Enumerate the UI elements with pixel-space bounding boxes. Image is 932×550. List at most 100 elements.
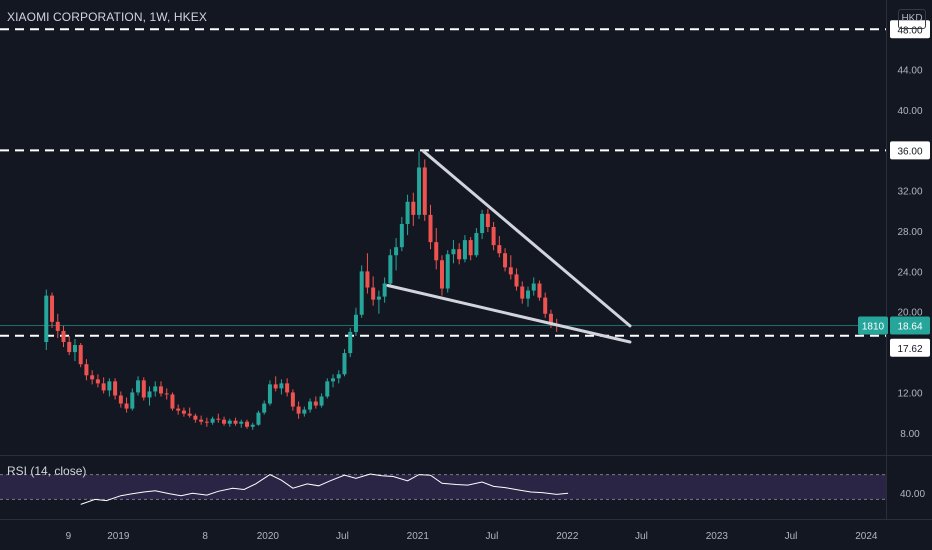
candle-body <box>359 271 364 315</box>
candle-body <box>348 331 353 354</box>
level-marker-label: 17.62 <box>897 344 922 355</box>
candle-body <box>503 253 508 268</box>
candle-body <box>153 386 158 392</box>
candle-body <box>90 375 95 380</box>
candle-body <box>124 403 129 409</box>
candle-body <box>279 383 284 389</box>
price-axis-tick-label: 44.00 <box>897 66 922 77</box>
rsi-band <box>0 474 886 500</box>
candle-body <box>147 391 152 398</box>
candle-body <box>216 418 221 420</box>
candle-body <box>336 374 341 379</box>
candle-body <box>319 396 324 406</box>
candle-body <box>382 283 387 297</box>
candle-body <box>422 167 427 215</box>
candle-body <box>285 383 290 393</box>
price-axis-tick-label: 24.00 <box>897 267 922 278</box>
candle-body <box>222 419 227 424</box>
candle-body <box>439 260 444 289</box>
candle-body <box>204 421 209 423</box>
ticker-tag-label: 1810 <box>862 321 885 332</box>
candle-body <box>405 201 410 224</box>
time-axis-label: 8 <box>202 531 208 542</box>
candle-body <box>250 424 255 427</box>
candle-body <box>141 380 146 398</box>
last-price-box <box>890 316 930 335</box>
candle-body <box>67 342 72 353</box>
time-axis-label: Jul <box>336 531 349 542</box>
time-axis-label: 2019 <box>107 531 130 542</box>
candle-body <box>417 167 422 215</box>
candle-body <box>199 419 204 422</box>
candle-body <box>411 201 416 215</box>
price-axis-tick-label: 12.00 <box>897 388 922 399</box>
price-axis-tick-label: 20.00 <box>897 308 922 319</box>
time-axis-label: 2021 <box>407 531 430 542</box>
candle-body <box>353 314 358 332</box>
candle-body <box>388 255 393 284</box>
level-price-label: 48.00 <box>897 25 922 36</box>
candle-body <box>290 392 295 407</box>
candle-body <box>308 401 313 410</box>
time-axis-label: 2020 <box>257 531 280 542</box>
candle-body <box>181 410 186 414</box>
currency-button[interactable]: HKD <box>898 9 926 29</box>
rsi-line <box>80 473 569 505</box>
candle-body <box>61 330 66 343</box>
candle-body <box>399 223 404 248</box>
candle-body <box>118 395 123 404</box>
candle-body <box>130 392 135 409</box>
candle-body <box>78 345 83 365</box>
candle-body <box>548 313 553 324</box>
time-axis-label: Jul <box>486 531 499 542</box>
candle-body <box>84 364 89 376</box>
candle-body <box>474 233 479 256</box>
level-marker-box <box>890 338 930 357</box>
time-axis-label: 2022 <box>556 531 579 542</box>
candle-body <box>107 381 112 391</box>
price-axis-tick-label: 32.00 <box>897 187 922 198</box>
candle-body <box>462 240 467 260</box>
candle-body <box>485 213 490 227</box>
candle-body <box>239 421 244 424</box>
candle-body <box>193 415 198 420</box>
candle-body <box>187 413 192 416</box>
candle-body <box>325 381 330 397</box>
candle-body <box>497 245 502 254</box>
candle-body <box>101 383 106 391</box>
candle-body <box>55 321 60 331</box>
candle-body <box>262 403 267 413</box>
last-price-label: 18.64 <box>897 321 922 332</box>
candle-body <box>164 393 169 395</box>
candle-body <box>210 418 215 423</box>
candle-body <box>342 353 347 375</box>
candle-body <box>136 380 141 393</box>
time-axis-label: Jul <box>635 531 648 542</box>
price-axis-tick-label: 8.00 <box>900 429 920 440</box>
time-axis-label: 9 <box>66 531 72 542</box>
candle-body <box>44 295 49 343</box>
candle-body <box>244 421 249 427</box>
candle-body <box>445 254 450 289</box>
candle-body <box>376 296 381 300</box>
ticker-tag <box>858 316 888 335</box>
candle-body <box>158 386 163 394</box>
candle-body <box>176 408 181 411</box>
candle-body <box>170 394 175 409</box>
candle-body <box>371 287 376 300</box>
candle-body <box>256 412 261 425</box>
level-price-box <box>890 141 930 160</box>
price-axis-tick-label: 40.00 <box>897 106 922 117</box>
candle-body <box>72 345 77 353</box>
candle-body <box>520 286 525 299</box>
candle-body <box>313 401 318 406</box>
upper-trendline <box>422 149 632 328</box>
candle-body <box>267 384 272 404</box>
price-axis-tick-label: 28.00 <box>897 227 922 238</box>
candle-body <box>480 213 485 234</box>
candle-body <box>543 297 548 314</box>
candle-body <box>451 249 456 255</box>
candle-body <box>525 290 530 299</box>
